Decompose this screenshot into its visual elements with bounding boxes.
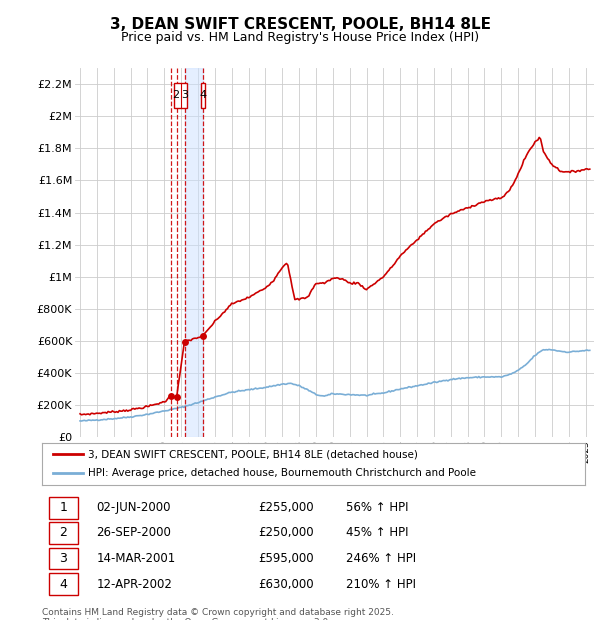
Bar	[200, 82, 205, 108]
Text: 4: 4	[59, 578, 67, 591]
Bar	[49, 522, 79, 544]
Text: 12-APR-2002: 12-APR-2002	[97, 578, 172, 591]
Text: Contains HM Land Registry data © Crown copyright and database right 2025.
This d: Contains HM Land Registry data © Crown c…	[42, 608, 394, 620]
Text: 2: 2	[59, 526, 67, 539]
Text: £595,000: £595,000	[258, 552, 314, 565]
Text: 14-MAR-2001: 14-MAR-2001	[97, 552, 176, 565]
Text: 246% ↑ HPI: 246% ↑ HPI	[346, 552, 416, 565]
Text: 02-JUN-2000: 02-JUN-2000	[97, 501, 171, 514]
Text: HPI: Average price, detached house, Bournemouth Christchurch and Poole: HPI: Average price, detached house, Bour…	[88, 469, 476, 479]
Text: 3, DEAN SWIFT CRESCENT, POOLE, BH14 8LE (detached house): 3, DEAN SWIFT CRESCENT, POOLE, BH14 8LE …	[88, 449, 418, 459]
Text: 3: 3	[59, 552, 67, 565]
Text: 210% ↑ HPI: 210% ↑ HPI	[346, 578, 416, 591]
Text: 45% ↑ HPI: 45% ↑ HPI	[346, 526, 409, 539]
Bar	[174, 82, 187, 108]
Text: 4: 4	[199, 91, 206, 100]
Text: £250,000: £250,000	[258, 526, 314, 539]
Bar	[185, 68, 203, 437]
Text: £630,000: £630,000	[258, 578, 314, 591]
Text: 2: 2	[173, 91, 179, 100]
Text: 26-SEP-2000: 26-SEP-2000	[97, 526, 171, 539]
Text: 1: 1	[59, 501, 67, 514]
Bar	[49, 574, 79, 595]
Bar	[49, 547, 79, 569]
Text: 56% ↑ HPI: 56% ↑ HPI	[346, 501, 409, 514]
Text: 3: 3	[182, 91, 188, 100]
Text: £255,000: £255,000	[258, 501, 314, 514]
Text: 3, DEAN SWIFT CRESCENT, POOLE, BH14 8LE: 3, DEAN SWIFT CRESCENT, POOLE, BH14 8LE	[110, 17, 491, 32]
Text: Price paid vs. HM Land Registry's House Price Index (HPI): Price paid vs. HM Land Registry's House …	[121, 31, 479, 44]
Bar	[49, 497, 79, 518]
